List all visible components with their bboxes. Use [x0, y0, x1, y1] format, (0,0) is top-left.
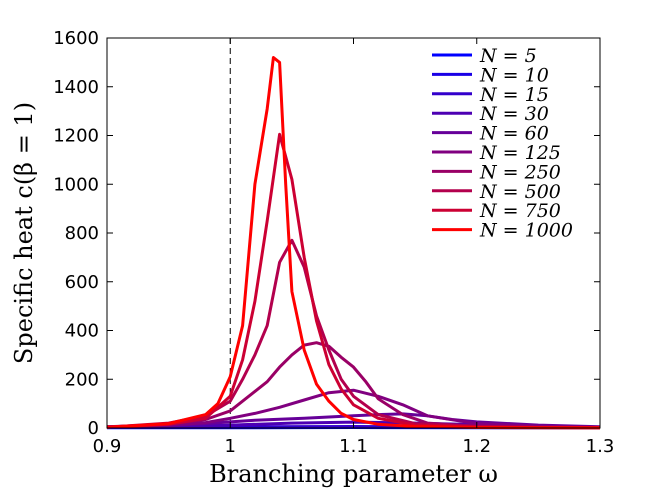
series-line-7	[106, 238, 601, 430]
y-tick-label: 1400	[53, 77, 99, 98]
series-line-9	[106, 56, 600, 430]
x-tick-label: 1.2	[462, 436, 491, 457]
legend-entry-5: N = 125	[479, 142, 561, 164]
legend-entry-8: N = 750	[479, 200, 561, 222]
y-tick-label: 200	[65, 369, 99, 390]
y-tick-label: 1200	[53, 126, 99, 147]
legend-entry-4: N = 60	[479, 123, 549, 145]
legend-entry-6: N = 250	[479, 161, 561, 183]
x-tick-label: 1.3	[586, 436, 615, 457]
y-tick-label: 1000	[53, 174, 99, 195]
y-tick-label: 0	[88, 418, 99, 439]
y-tick-label: 600	[65, 272, 99, 293]
x-tick-label: 1.1	[339, 436, 368, 457]
y-tick-label: 1600	[53, 28, 99, 49]
legend-entry-2: N = 15	[479, 84, 549, 106]
x-tick-label: 0.9	[93, 436, 122, 457]
y-axis-label: Specific heat c(β = 1)	[10, 102, 38, 364]
legend-entry-3: N = 30	[479, 103, 549, 125]
y-tick-label: 800	[65, 223, 99, 244]
x-tick-label: 1	[225, 436, 236, 457]
legend-entry-0: N = 5	[479, 45, 537, 67]
y-tick-label: 400	[65, 321, 99, 342]
legend-entry-7: N = 500	[479, 181, 561, 203]
axes: 0.9 1 1.1 1.2 1.3 0 200 400 600 800 1000 1200 1400 16…	[53, 28, 614, 457]
legend-entry-9: N = 1000	[479, 220, 573, 242]
x-axis-label: Branching parameter ω	[209, 460, 498, 488]
series-line-5	[106, 388, 601, 429]
legend-entry-1: N = 10	[479, 64, 549, 86]
